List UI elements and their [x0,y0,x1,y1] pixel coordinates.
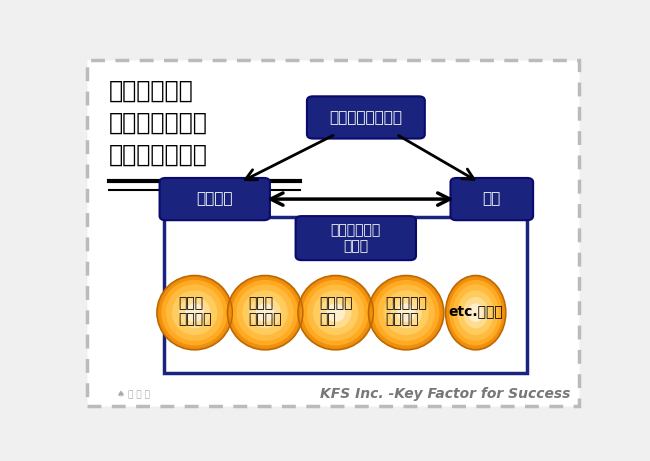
Text: 後方支援部門
＜例＞: 後方支援部門 ＜例＞ [331,223,381,253]
Ellipse shape [300,277,372,349]
Text: サービス＆
サポート: サービス＆ サポート [385,296,427,326]
Ellipse shape [369,275,444,350]
Ellipse shape [463,297,488,328]
Ellipse shape [458,290,494,335]
FancyBboxPatch shape [307,96,425,139]
Text: 営業マン: 営業マン [196,192,233,207]
Ellipse shape [396,303,415,322]
Ellipse shape [185,303,204,322]
Ellipse shape [249,297,281,328]
Ellipse shape [227,275,303,350]
Ellipse shape [255,303,274,322]
Text: 仕事ではない。: 仕事ではない。 [109,142,208,166]
Text: etc.・・・: etc.・・・ [448,304,503,318]
Ellipse shape [378,284,435,341]
Text: 商品: 商品 [483,192,501,207]
Text: 営業マンだけの: 営業マンだけの [109,110,208,134]
Ellipse shape [390,297,422,328]
Ellipse shape [298,275,373,350]
Ellipse shape [326,303,345,322]
Ellipse shape [166,284,224,341]
Ellipse shape [307,284,365,341]
Ellipse shape [179,297,211,328]
Ellipse shape [373,280,439,345]
Text: クライアント企業: クライアント企業 [330,110,402,125]
Ellipse shape [302,280,369,345]
Ellipse shape [237,284,294,341]
Ellipse shape [242,290,288,335]
Text: 広告・
宣伝業務: 広告・ 宣伝業務 [248,296,282,326]
Ellipse shape [172,290,217,335]
FancyBboxPatch shape [160,178,270,220]
FancyBboxPatch shape [87,59,579,406]
Ellipse shape [157,275,233,350]
Text: 営業活動は、: 営業活動は、 [109,78,194,102]
Ellipse shape [313,290,358,335]
Ellipse shape [468,303,483,322]
Text: KFS Inc. -Key Factor for Success: KFS Inc. -Key Factor for Success [320,387,570,402]
Ellipse shape [445,275,506,350]
Ellipse shape [320,297,352,328]
Ellipse shape [384,290,429,335]
FancyBboxPatch shape [450,178,533,220]
Ellipse shape [229,277,302,349]
Ellipse shape [449,280,502,345]
Text: 受注・
発注業務: 受注・ 発注業務 [178,296,211,326]
Ellipse shape [370,277,443,349]
Ellipse shape [161,280,228,345]
Ellipse shape [159,277,231,349]
Ellipse shape [232,280,298,345]
Bar [164,217,527,373]
Text: ♠ ノ コ ゥ: ♠ ノ コ ゥ [116,390,150,400]
Ellipse shape [452,284,499,341]
Ellipse shape [447,277,504,349]
Text: 販売支援
業務: 販売支援 業務 [319,296,352,326]
FancyBboxPatch shape [296,216,416,260]
